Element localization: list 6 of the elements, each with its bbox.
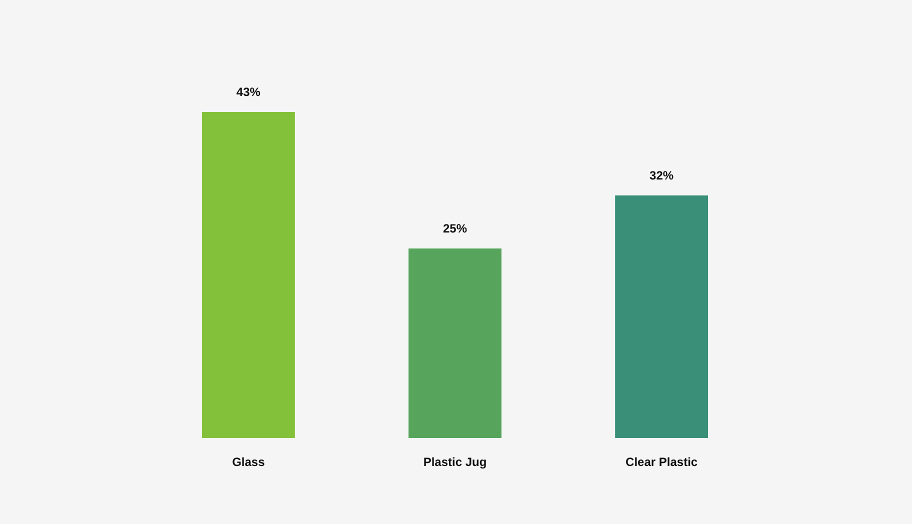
- data-label: 43%: [236, 85, 261, 99]
- data-label: 25%: [442, 221, 468, 236]
- x-tick-label: Plastic Jug: [423, 455, 487, 469]
- x-tick-label: Clear Plastic: [626, 455, 698, 469]
- data-label: 32%: [650, 168, 674, 182]
- x-tick-label: Glass: [232, 455, 266, 469]
